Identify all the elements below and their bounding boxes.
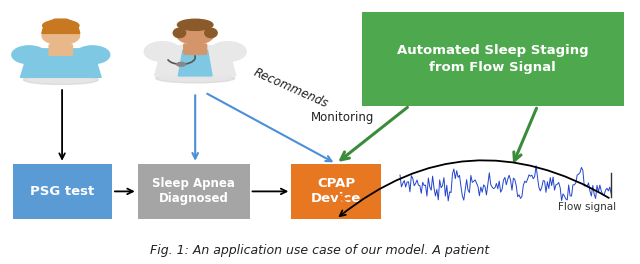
Ellipse shape bbox=[177, 19, 213, 30]
Polygon shape bbox=[20, 49, 101, 77]
FancyBboxPatch shape bbox=[13, 164, 112, 219]
Text: Fig. 1: An application use case of our model. A patient: Fig. 1: An application use case of our m… bbox=[150, 244, 490, 257]
Polygon shape bbox=[155, 46, 236, 76]
Ellipse shape bbox=[173, 28, 186, 37]
Text: PSG test: PSG test bbox=[30, 185, 95, 198]
FancyBboxPatch shape bbox=[138, 164, 250, 219]
Ellipse shape bbox=[177, 27, 214, 44]
Ellipse shape bbox=[42, 27, 79, 45]
Ellipse shape bbox=[205, 28, 217, 37]
Text: Automated Sleep Staging
from Flow Signal: Automated Sleep Staging from Flow Signal bbox=[397, 44, 589, 74]
Text: Flow signal: Flow signal bbox=[558, 202, 616, 212]
Polygon shape bbox=[42, 19, 80, 34]
FancyBboxPatch shape bbox=[362, 12, 624, 106]
Ellipse shape bbox=[144, 42, 181, 62]
FancyBboxPatch shape bbox=[49, 45, 72, 55]
Ellipse shape bbox=[209, 42, 246, 62]
FancyBboxPatch shape bbox=[184, 44, 207, 54]
Text: Sleep Apnea
Diagnosed: Sleep Apnea Diagnosed bbox=[152, 177, 235, 205]
Ellipse shape bbox=[76, 46, 110, 64]
Ellipse shape bbox=[23, 75, 99, 84]
Text: CPAP
Device: CPAP Device bbox=[311, 177, 361, 205]
Text: Recommends: Recommends bbox=[252, 66, 331, 111]
Circle shape bbox=[177, 63, 186, 66]
Ellipse shape bbox=[43, 20, 79, 31]
FancyBboxPatch shape bbox=[291, 164, 381, 219]
Ellipse shape bbox=[156, 74, 235, 83]
Ellipse shape bbox=[12, 46, 46, 64]
Text: Monitoring: Monitoring bbox=[310, 111, 374, 124]
Polygon shape bbox=[179, 50, 212, 76]
